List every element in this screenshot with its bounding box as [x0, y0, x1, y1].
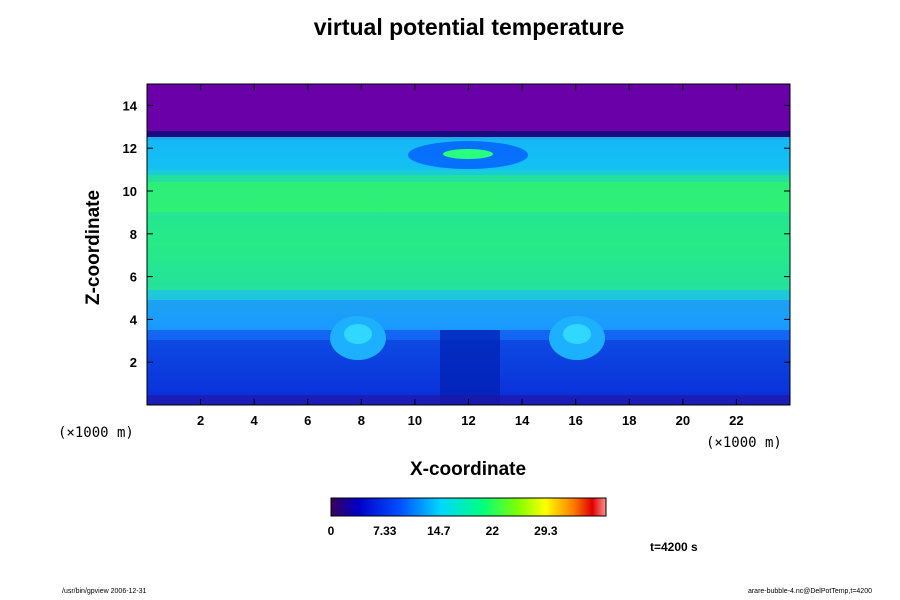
x-tick-label: 10	[408, 413, 422, 428]
colorbar-tick-label: 7.33	[373, 524, 397, 538]
x-axis: 2 4 6 8 10 12 14 16 18 20 22	[197, 84, 744, 428]
x-tick-label: 14	[515, 413, 530, 428]
x-tick-label: 8	[358, 413, 365, 428]
colorbar-tick-label: 29.3	[534, 524, 558, 538]
y-axis-unit: (×1000 m)	[58, 425, 134, 441]
x-axis-label: X-coordinate	[409, 459, 527, 480]
colorbar-ticks: 0 7.33 14.7 22 29.3	[328, 524, 558, 538]
footer-left: /usr/bin/gpview 2006-12-31	[62, 588, 147, 595]
y-tick-label: 4	[130, 312, 138, 327]
x-tick-label: 18	[622, 413, 636, 428]
x-tick-label: 6	[304, 413, 311, 428]
chart-title: virtual potential temperature	[313, 14, 625, 40]
colorbar-tick-label: 22	[486, 524, 500, 538]
x-tick-label: 2	[197, 413, 204, 428]
footer-right: arare-bubble-4.nc@DelPotTemp,t=4200	[747, 588, 872, 595]
colorbar-tick-label: 14.7	[427, 524, 451, 538]
colorbar	[331, 498, 606, 516]
colorbar-tick-label: 0	[328, 524, 335, 538]
x-tick-label: 20	[676, 413, 690, 428]
x-tick-label: 16	[568, 413, 582, 428]
y-tick-label: 12	[123, 141, 137, 156]
y-tick-label: 6	[130, 270, 137, 285]
time-annotation: t=4200 s	[650, 540, 698, 554]
x-tick-label: 4	[251, 413, 259, 428]
x-tick-label: 12	[461, 413, 475, 428]
y-tick-label: 2	[130, 355, 137, 370]
y-tick-label: 14	[123, 98, 138, 113]
x-axis-unit: (×1000 m)	[706, 435, 782, 451]
y-tick-label: 10	[123, 184, 137, 199]
y-axis-label: Z-coordinate	[83, 189, 104, 305]
y-axis: 2 4 6 8 10 12 14	[123, 98, 790, 370]
x-tick-label: 22	[729, 413, 743, 428]
y-tick-label: 8	[130, 227, 137, 242]
heatmap-field	[147, 84, 790, 405]
